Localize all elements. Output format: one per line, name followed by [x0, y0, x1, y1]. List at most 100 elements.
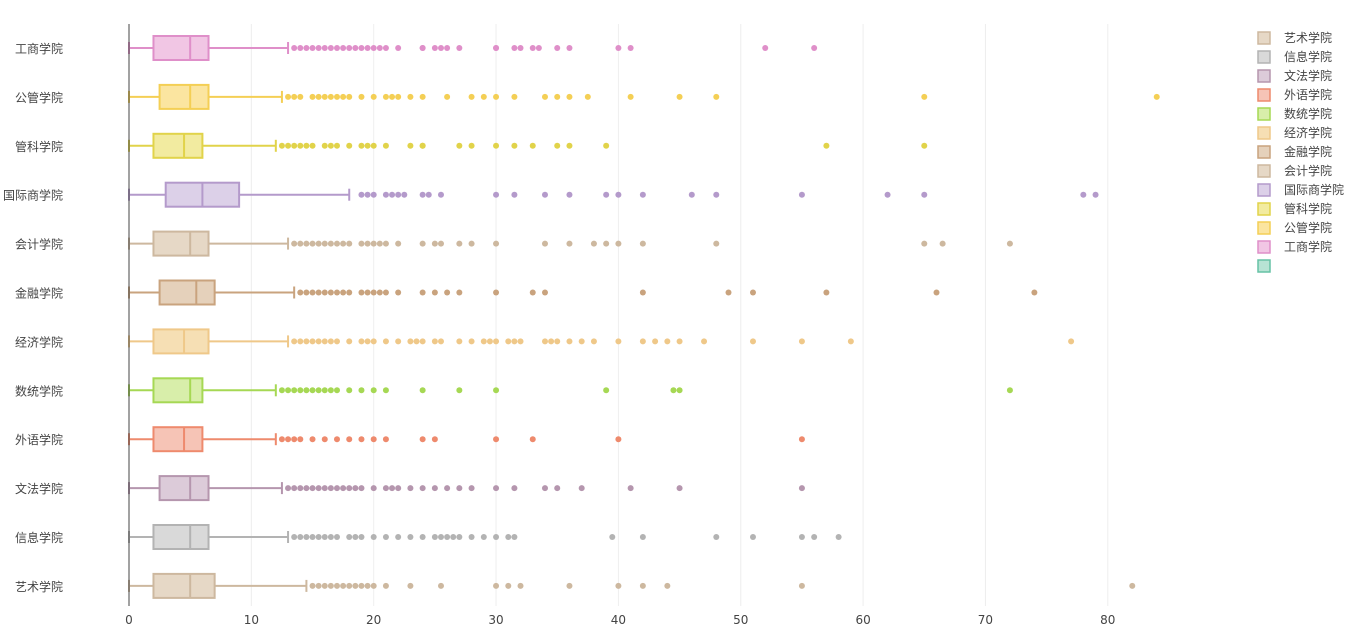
- outlier-point: [798, 534, 805, 540]
- outlier-point: [468, 240, 475, 247]
- legend-swatch: [1257, 259, 1271, 273]
- outlier-point: [590, 240, 597, 247]
- outlier-point: [327, 582, 334, 589]
- outlier-point: [346, 534, 353, 540]
- box-iqr: [152, 426, 204, 453]
- outlier-point: [541, 93, 548, 100]
- outlier-point: [529, 142, 536, 149]
- outlier-point: [798, 436, 805, 443]
- outlier-point: [291, 142, 298, 149]
- outlier-point: [664, 582, 671, 589]
- outlier-point: [333, 582, 340, 589]
- outlier-point: [321, 436, 328, 443]
- box-管科学院: [128, 132, 928, 159]
- outlier-point: [395, 45, 402, 51]
- outlier-point: [419, 191, 426, 198]
- outlier-point: [419, 289, 426, 296]
- outlier-point: [493, 436, 500, 443]
- outlier-point: [835, 534, 842, 540]
- outlier-point: [511, 142, 518, 149]
- gridlines: [250, 24, 1109, 606]
- outlier-point: [749, 338, 756, 345]
- box-iqr: [152, 35, 210, 61]
- outlier-point: [535, 45, 542, 51]
- outlier-point: [615, 338, 622, 345]
- outlier-point: [468, 93, 475, 100]
- outlier-point: [303, 338, 310, 345]
- outlier-point: [566, 338, 573, 345]
- box-信息学院: [128, 524, 842, 550]
- outlier-point: [419, 534, 426, 540]
- outlier-point: [358, 93, 365, 100]
- legend-item: 信息学院: [1257, 49, 1332, 64]
- outlier-point: [333, 93, 340, 100]
- outlier-point: [590, 338, 597, 345]
- outlier-point: [401, 191, 408, 198]
- outlier-point: [297, 142, 304, 149]
- outlier-point: [327, 338, 334, 345]
- legend-swatch: [1257, 240, 1271, 254]
- outlier-point: [419, 240, 426, 247]
- legend-item: [1257, 259, 1271, 273]
- outlier-point: [309, 240, 316, 247]
- outlier-point: [431, 289, 438, 296]
- outlier-point: [713, 191, 720, 198]
- category-label: 国际商学院: [3, 188, 63, 203]
- outlier-point: [395, 534, 402, 540]
- outlier-point: [419, 142, 426, 149]
- outlier-point: [823, 289, 830, 296]
- outlier-point: [309, 485, 316, 492]
- outlier-point: [382, 436, 389, 443]
- legend-item: 金融学院: [1257, 144, 1332, 159]
- outlier-point: [468, 142, 475, 149]
- outlier-point: [419, 485, 426, 492]
- outlier-point: [437, 582, 444, 589]
- outlier-point: [346, 289, 353, 296]
- outlier-point: [566, 93, 573, 100]
- outlier-point: [798, 582, 805, 589]
- outlier-point: [278, 387, 285, 394]
- box-经济学院: [128, 328, 1075, 355]
- outlier-point: [291, 338, 298, 345]
- outlier-point: [340, 240, 347, 247]
- box-iqr: [158, 475, 210, 502]
- outlier-point: [395, 338, 402, 345]
- outlier-point: [921, 240, 928, 247]
- outlier-point: [285, 387, 292, 394]
- legend: 艺术学院信息学院文法学院外语学院数统学院经济学院金融学院会计学院国际商学院管科学…: [1257, 30, 1344, 273]
- outlier-point: [315, 485, 322, 492]
- category-label: 文法学院: [15, 481, 63, 496]
- outlier-point: [1031, 289, 1038, 296]
- outlier-point: [511, 45, 518, 51]
- outlier-point: [315, 534, 322, 540]
- outlier-point: [340, 45, 347, 51]
- outlier-point: [511, 485, 518, 492]
- outlier-point: [321, 534, 328, 540]
- outlier-point: [395, 93, 402, 100]
- category-label: 会计学院: [15, 237, 63, 252]
- outlier-point: [327, 534, 334, 540]
- outlier-point: [303, 45, 310, 51]
- outlier-point: [321, 485, 328, 492]
- outlier-point: [419, 93, 426, 100]
- outlier-point: [493, 534, 500, 540]
- outlier-point: [437, 338, 444, 345]
- outlier-point: [456, 387, 463, 394]
- outlier-point: [615, 436, 622, 443]
- outlier-point: [486, 338, 493, 345]
- outlier-point: [437, 191, 444, 198]
- outlier-point: [615, 45, 622, 51]
- outlier-point: [352, 582, 359, 589]
- outlier-point: [603, 191, 610, 198]
- outlier-point: [419, 338, 426, 345]
- outlier-point: [511, 93, 518, 100]
- outlier-point: [358, 240, 365, 247]
- legend-swatch: [1257, 50, 1271, 64]
- outlier-point: [315, 93, 322, 100]
- outlier-point: [493, 485, 500, 492]
- legend-item: 经济学院: [1257, 125, 1332, 140]
- legend-item: 公管学院: [1257, 220, 1332, 235]
- outlier-point: [303, 240, 310, 247]
- outlier-point: [389, 93, 396, 100]
- outlier-point: [554, 142, 561, 149]
